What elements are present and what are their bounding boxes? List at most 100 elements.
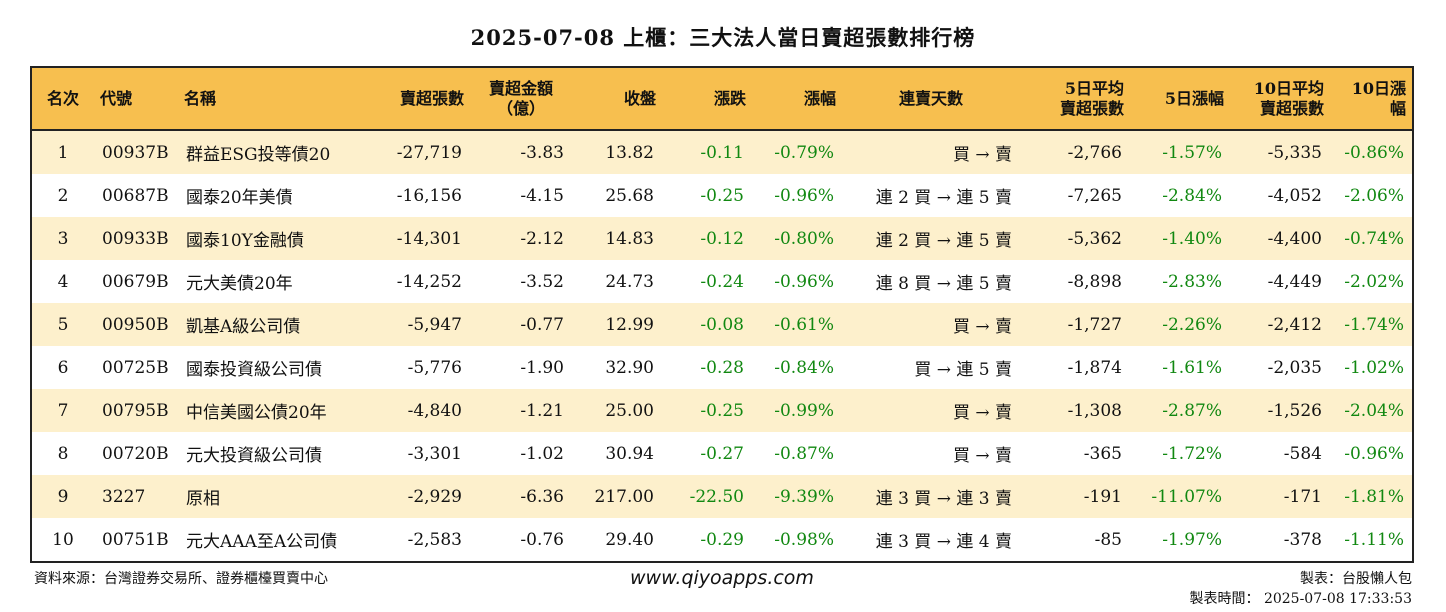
ranking-table: 名次 代號 名稱 賣超張數 賣超金額 （億） 收盤 漲跌 漲幅 連賣天數 5日平均 賣超張數 5日漲… <box>32 68 1412 561</box>
cell-sell_amount: -1.02 <box>520 443 564 464</box>
cell-code: 00687B <box>102 185 169 206</box>
cell-streak: 連 3 買 → 連 4 賣 <box>875 532 1012 552</box>
header-row: 名次 代號 名稱 賣超張數 賣超金額 （億） 收盤 漲跌 漲幅 連賣天數 5日平均 賣超張數 5日漲… <box>32 68 1412 131</box>
cell-close: 29.40 <box>605 529 654 550</box>
cell-avg10: -584 <box>1283 443 1322 464</box>
cell-pct: -0.87% <box>774 443 834 464</box>
cell-pct: -0.61% <box>774 314 834 335</box>
cell-name: 國泰10Y金融債 <box>186 231 304 251</box>
cell-sell_lots: -14,301 <box>396 228 462 249</box>
cell-close: 25.00 <box>605 400 654 421</box>
cell-pct5: -2.26% <box>1162 314 1222 335</box>
table-row: 5 00950B 凱基A級公司債 -5,947 -0.77 12.99 -0.08 -0.61… <box>32 303 1412 346</box>
column-header-pct10: 10日漲幅 <box>1330 68 1412 131</box>
cell-sell_lots: -5,947 <box>407 314 462 335</box>
cell-change: -0.25 <box>700 185 744 206</box>
cell-sell_lots: -5,776 <box>407 357 462 378</box>
cell-avg10: -1,526 <box>1267 400 1322 421</box>
cell-close: 24.73 <box>605 271 654 292</box>
cell-pct5: -1.57% <box>1162 142 1222 163</box>
cell-avg10: -4,449 <box>1267 271 1322 292</box>
cell-code: 00679B <box>102 271 169 292</box>
cell-pct: -0.80% <box>774 228 834 249</box>
table-body: 1 00937B 群益ESG投等債20 -27,719 -3.83 13.82 -0.11 -… <box>32 130 1412 561</box>
cell-change: -0.28 <box>700 357 744 378</box>
cell-pct: -0.99% <box>774 400 834 421</box>
cell-avg10: -378 <box>1283 529 1322 550</box>
cell-code: 00933B <box>102 228 169 249</box>
cell-avg5: -5,362 <box>1067 228 1122 249</box>
cell-rank: 1 <box>57 142 69 163</box>
column-header-sell_amount: 賣超金額 （億） <box>470 68 572 131</box>
column-header-code: 代號 <box>94 68 178 131</box>
cell-code: 00795B <box>102 400 169 421</box>
cell-pct: -9.39% <box>774 486 834 507</box>
cell-avg10: -5,335 <box>1267 142 1322 163</box>
cell-pct10: -2.04% <box>1344 400 1404 421</box>
cell-close: 217.00 <box>594 486 654 507</box>
table-row: 2 00687B 國泰20年美債 -16,156 -4.15 25.68 -0.25 -0.9… <box>32 174 1412 217</box>
table-row: 9 3227 原相 -2,929 -6.36 217.00 -22.50 -9.39% 連 3 … <box>32 475 1412 518</box>
cell-avg10: -2,412 <box>1267 314 1322 335</box>
column-header-pct5: 5日漲幅 <box>1130 68 1230 131</box>
cell-pct5: -1.61% <box>1162 357 1222 378</box>
cell-code: 00751B <box>102 529 169 550</box>
cell-code: 00937B <box>102 142 169 163</box>
cell-change: -0.25 <box>700 400 744 421</box>
cell-streak: 連 8 買 → 連 5 賣 <box>875 274 1012 294</box>
cell-rank: 7 <box>57 400 69 421</box>
cell-avg10: -171 <box>1283 486 1322 507</box>
cell-pct10: -2.06% <box>1344 185 1404 206</box>
column-header-sell_lots: 賣超張數 <box>370 68 470 131</box>
cell-sell_lots: -2,583 <box>407 529 462 550</box>
cell-code: 3227 <box>102 486 146 507</box>
cell-close: 32.90 <box>605 357 654 378</box>
table-row: 10 00751B 元大AAA至A公司債 -2,583 -0.76 29.40 -0.29 -… <box>32 518 1412 561</box>
cell-rank: 3 <box>57 228 69 249</box>
cell-code: 00725B <box>102 357 169 378</box>
cell-name: 原相 <box>186 489 220 509</box>
cell-pct5: -11.07% <box>1151 486 1222 507</box>
cell-sell_amount: -4.15 <box>520 185 564 206</box>
cell-rank: 9 <box>57 486 69 507</box>
cell-name: 元大投資級公司債 <box>186 446 322 466</box>
website-url: www.qiyoapps.com <box>630 567 814 589</box>
cell-name: 國泰投資級公司債 <box>186 360 322 380</box>
cell-avg5: -191 <box>1083 486 1122 507</box>
cell-avg10: -2,035 <box>1267 357 1322 378</box>
cell-streak: 買 → 賣 <box>952 145 1012 165</box>
cell-code: 00950B <box>102 314 169 335</box>
cell-streak: 買 → 賣 <box>952 403 1012 423</box>
cell-pct10: -1.81% <box>1344 486 1404 507</box>
column-header-pct: 漲幅 <box>752 68 842 131</box>
cell-avg10: -4,400 <box>1267 228 1322 249</box>
cell-pct10: -2.02% <box>1344 271 1404 292</box>
cell-avg5: -2,766 <box>1067 142 1122 163</box>
cell-change: -0.12 <box>700 228 744 249</box>
table-row: 1 00937B 群益ESG投等債20 -27,719 -3.83 13.82 -0.11 -… <box>32 130 1412 174</box>
column-header-rank: 名次 <box>32 68 94 131</box>
cell-change: -0.29 <box>700 529 744 550</box>
cell-sell_amount: -0.76 <box>520 529 564 550</box>
cell-sell_lots: -3,301 <box>407 443 462 464</box>
cell-streak: 買 → 連 5 賣 <box>914 360 1012 380</box>
cell-streak: 連 2 買 → 連 5 賣 <box>875 188 1012 208</box>
cell-name: 凱基A級公司債 <box>186 317 301 337</box>
cell-rank: 4 <box>57 271 69 292</box>
table-row: 3 00933B 國泰10Y金融債 -14,301 -2.12 14.83 -0.12 -0.… <box>32 217 1412 260</box>
cell-sell_lots: -4,840 <box>407 400 462 421</box>
cell-sell_amount: -1.21 <box>520 400 564 421</box>
cell-sell_lots: -14,252 <box>396 271 462 292</box>
cell-streak: 連 2 買 → 連 5 賣 <box>875 231 1012 251</box>
cell-avg5: -85 <box>1094 529 1122 550</box>
cell-avg5: -1,308 <box>1067 400 1122 421</box>
cell-change: -0.27 <box>700 443 744 464</box>
column-header-close: 收盤 <box>572 68 662 131</box>
cell-change: -22.50 <box>689 486 744 507</box>
cell-pct5: -2.87% <box>1162 400 1222 421</box>
table-row: 6 00725B 國泰投資級公司債 -5,776 -1.90 32.90 -0.28 -0.8… <box>32 346 1412 389</box>
cell-sell_amount: -6.36 <box>520 486 564 507</box>
cell-pct5: -2.83% <box>1162 271 1222 292</box>
cell-avg5: -1,874 <box>1067 357 1122 378</box>
data-source: 資料來源：台灣證券交易所、證券櫃檯買賣中心 <box>34 571 328 587</box>
